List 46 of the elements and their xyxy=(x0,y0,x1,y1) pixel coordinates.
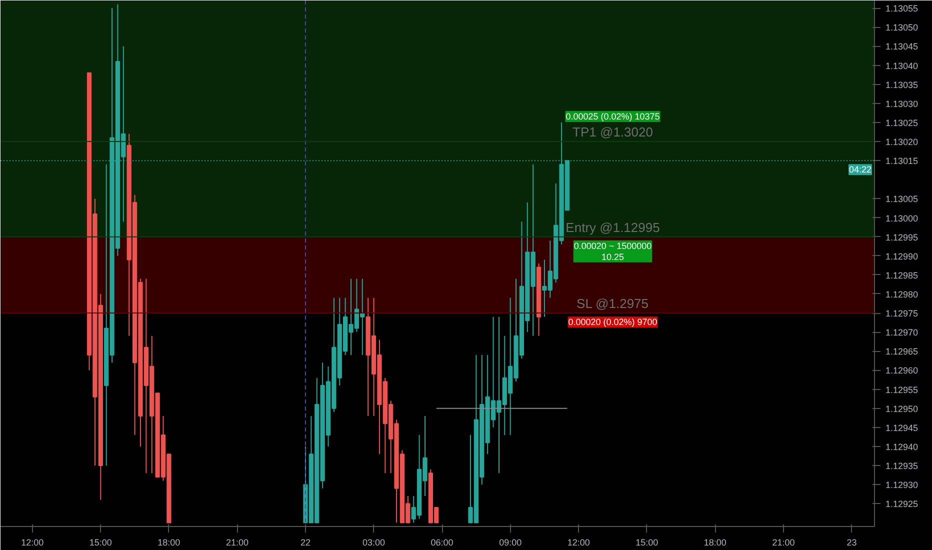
x-tick-label: 06:00 xyxy=(430,538,454,548)
y-tick-label: 1.12960 xyxy=(886,366,918,376)
x-tick-label: 22 xyxy=(300,538,310,548)
y-tick-label: 1.13050 xyxy=(886,22,918,33)
y-tick-label: 1.12995 xyxy=(886,232,918,242)
y-tick-label: 1.12975 xyxy=(886,308,918,319)
annotation: 04:22 xyxy=(848,164,872,175)
x-tick-label: 03:00 xyxy=(362,538,386,548)
ref-line-label: TP1 @1.3020 xyxy=(572,124,653,140)
x-tick-label: 18:00 xyxy=(704,538,726,548)
y-tick-label: 1.12925 xyxy=(886,499,918,510)
y-tick-label: 1.12930 xyxy=(886,480,918,490)
y-tick-label: 1.13025 xyxy=(886,118,918,128)
x-tick-label: 15:00 xyxy=(636,538,658,548)
x-tick-label: 23 xyxy=(846,538,857,548)
annotation: 0.00020 (0.02%) 9700 xyxy=(568,317,658,328)
annotation: 0.00020 ~ 1500000 10.25 xyxy=(574,240,652,262)
ref-line-label: Entry @1.12995 xyxy=(566,220,660,235)
y-tick-label: 1.12990 xyxy=(886,251,918,262)
annotation: 0.00025 (0.02%) 10375 xyxy=(566,112,660,122)
x-tick-label: 12:00 xyxy=(567,538,590,548)
x-tick-label: 21:00 xyxy=(772,538,795,548)
y-tick-label: 1.13020 xyxy=(886,137,918,148)
y-tick-label: 1.13055 xyxy=(886,4,918,14)
y-tick-label: 1.12980 xyxy=(886,289,918,300)
y-tick-label: 1.13000 xyxy=(886,213,918,224)
y-tick-label: 1.13015 xyxy=(886,156,918,166)
x-tick-label: 09:00 xyxy=(499,538,522,548)
y-tick-label: 1.13005 xyxy=(886,194,918,204)
y-tick-label: 1.12965 xyxy=(886,346,918,357)
y-tick-label: 1.12940 xyxy=(886,442,918,452)
y-tick-label: 1.13035 xyxy=(886,80,918,90)
ref-line-label: SL @1.2975 xyxy=(576,296,649,312)
x-tick-label: 21:00 xyxy=(226,538,248,548)
y-tick-label: 1.13030 xyxy=(886,98,918,109)
x-tick-label: 18:00 xyxy=(158,538,180,548)
y-tick-label: 1.12935 xyxy=(886,461,918,472)
x-tick-label: 12:00 xyxy=(21,538,44,548)
y-tick-label: 1.13040 xyxy=(886,60,918,71)
y-tick-label: 1.12945 xyxy=(886,422,918,433)
y-tick-label: 1.12970 xyxy=(886,328,918,338)
y-tick-label: 1.13045 xyxy=(886,42,918,52)
y-tick-label: 1.12955 xyxy=(886,384,918,395)
y-tick-label: 1.12985 xyxy=(886,270,918,280)
y-tick-label: 1.12950 xyxy=(886,404,918,414)
x-tick-label: 15:00 xyxy=(89,538,112,548)
